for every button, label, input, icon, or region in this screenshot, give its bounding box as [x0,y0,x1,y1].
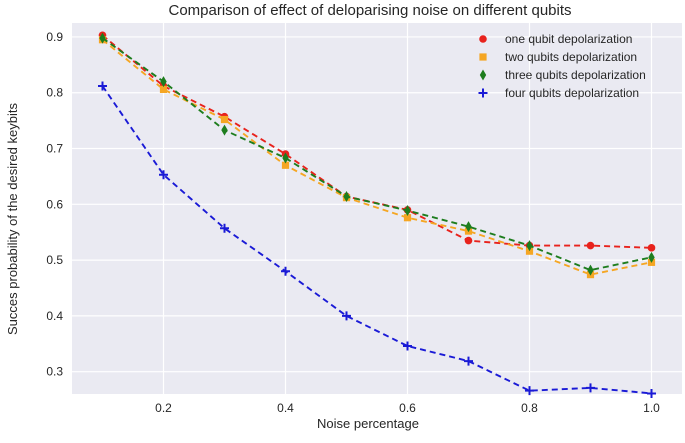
chart-title: Comparison of effect of deloparising noi… [168,2,571,19]
y-tick-label: 0.8 [46,86,63,100]
legend-item-three-qubits: three qubits depolarization [479,68,646,82]
y-tick-label: 0.9 [46,30,63,44]
data-point [281,161,290,169]
data-point [464,356,473,366]
y-tick-label: 0.7 [46,142,63,156]
series-4 [98,81,656,398]
series-3 [99,32,655,276]
data-point [404,204,411,216]
data-point [220,115,229,124]
legend-marker [479,69,487,81]
legend-item-two-qubits: two qubits depolarization [479,50,637,64]
data-point [281,266,290,276]
data-point [587,264,594,276]
y-tick-label: 0.6 [46,197,63,211]
y-tick-label: 0.4 [46,309,63,323]
legend-label: one qubit depolarization [505,32,632,46]
legend-marker-diamond-icon [479,69,487,81]
data-point [647,244,656,252]
y-tick-label: 0.5 [46,253,63,267]
data-point [465,221,472,233]
legend-marker [479,35,487,43]
x-tick-label: 1.0 [643,401,660,415]
legend-label: three qubits depolarization [505,68,646,82]
legend-item-one-qubit: one qubit depolarization [479,32,632,46]
x-tick-label: 0.2 [155,401,172,415]
legend-marker [478,88,488,98]
legend-marker-plus-icon [478,88,488,98]
legend-marker-square-icon [479,53,487,61]
legend-item-four-qubits: four qubits depolarization [478,86,639,100]
x-tick-label: 0.6 [399,401,416,415]
data-point [525,386,534,396]
data-point [282,152,289,164]
data-point [99,32,106,44]
x-tick-label: 0.8 [521,401,538,415]
series-line [101,38,652,276]
x-axis-ticks: 0.2 0.4 0.6 0.8 1.0 [155,401,660,415]
series-layer [98,31,656,398]
legend: one qubit depolarization two qubits depo… [478,32,646,100]
data-point [403,214,412,222]
series-line [101,37,652,272]
data-point [159,85,168,93]
data-point [220,223,229,233]
legend-marker-circle-icon [479,35,487,43]
data-point [343,191,350,203]
data-point [586,241,595,250]
data-point [648,251,655,263]
x-axis-label: Noise percentage [317,416,419,431]
data-point [647,388,656,398]
legend-label: two qubits depolarization [505,50,637,64]
data-point [159,170,168,180]
data-point [525,247,534,255]
legend-marker [479,53,487,61]
data-point [160,76,167,88]
y-axis-label: Succes probability of the desired keybit… [5,103,20,335]
x-tick-label: 0.4 [277,401,294,415]
data-point [98,81,107,91]
data-point [464,236,473,245]
y-tick-label: 0.3 [46,365,63,379]
legend-label: four qubits depolarization [505,86,639,100]
data-point [403,341,412,351]
data-point [526,240,533,252]
series-line [101,85,652,395]
data-point [342,311,351,321]
data-point [586,383,595,393]
y-axis-ticks: 0.3 0.4 0.5 0.6 0.7 0.8 0.9 [46,30,63,379]
data-point [221,124,228,136]
